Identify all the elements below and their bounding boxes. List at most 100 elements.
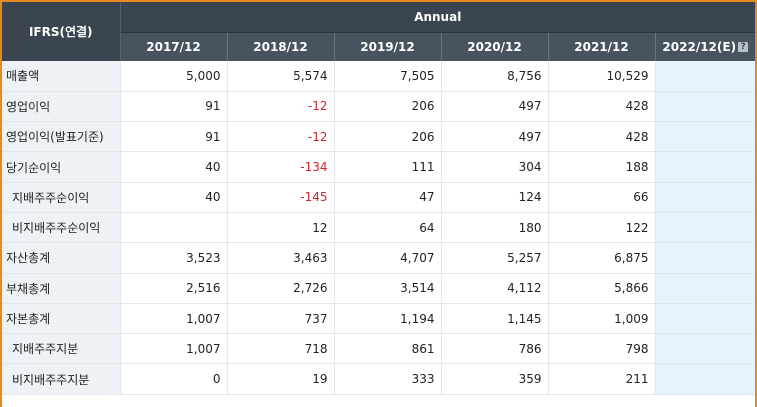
table-row: 비지배주주지분 0 19 333 359 211 (2, 363, 755, 395)
value-cell: 40 (120, 151, 228, 183)
row-label: 비지배주주지분 (2, 363, 121, 395)
table-row: 영업이익 91 -12 206 497 428 (2, 91, 755, 123)
value-cell: 333 (334, 363, 442, 395)
value-cell: 3,463 (227, 242, 335, 274)
value-cell: 359 (441, 363, 549, 395)
value-cell: 8,756 (441, 61, 549, 92)
value-cell: 5,257 (441, 242, 549, 274)
estimate-cell (655, 333, 755, 365)
value-cell: 0 (120, 363, 228, 395)
table-row: 매출액 5,000 5,574 7,505 8,756 10,529 (2, 61, 755, 92)
value-cell: 304 (441, 151, 549, 183)
value-cell: 428 (548, 121, 656, 153)
value-cell: 718 (227, 333, 335, 365)
value-cell (120, 212, 228, 244)
estimate-cell (655, 121, 755, 153)
value-cell: 5,574 (227, 61, 335, 92)
estimate-cell (655, 303, 755, 335)
table-header: IFRS(연결) Annual 2017/12 2018/12 2019/12 … (2, 2, 755, 61)
value-cell: 1,007 (120, 333, 228, 365)
annual-group-header: Annual (120, 2, 755, 33)
value-cell: 122 (548, 212, 656, 244)
value-cell: 798 (548, 333, 656, 365)
year-header: 2021/12 (548, 32, 656, 61)
value-cell: 66 (548, 182, 656, 213)
table-row: 당기순이익 40 -134 111 304 188 (2, 151, 755, 183)
value-cell: 1,007 (120, 303, 228, 335)
value-cell: -145 (227, 182, 335, 213)
estimate-cell (655, 363, 755, 395)
value-cell: 64 (334, 212, 442, 244)
value-cell: 91 (120, 121, 228, 153)
value-cell: -12 (227, 121, 335, 153)
estimate-cell (655, 151, 755, 183)
value-cell: 861 (334, 333, 442, 365)
estimate-cell (655, 182, 755, 213)
value-cell: 1,145 (441, 303, 549, 335)
row-label: 비지배주주순이익 (2, 212, 121, 244)
estimate-cell (655, 212, 755, 244)
row-label: 당기순이익 (2, 151, 121, 183)
value-cell: 786 (441, 333, 549, 365)
value-cell: 1,194 (334, 303, 442, 335)
row-label: 지배주주순이익 (2, 182, 121, 213)
value-cell: 4,707 (334, 242, 442, 274)
value-cell: 3,523 (120, 242, 228, 274)
accounting-standard-header: IFRS(연결) (2, 2, 121, 61)
year-header: 2018/12 (227, 32, 335, 61)
estimate-cell (655, 242, 755, 274)
table-body: 매출액 5,000 5,574 7,505 8,756 10,529 영업이익 91 -12 20… (2, 61, 755, 395)
table-row: 지배주주순이익 40 -145 47 124 66 (2, 182, 755, 213)
row-label: 영업이익 (2, 91, 121, 123)
row-label: 영업이익(발표기준) (2, 121, 121, 153)
value-cell: 1,009 (548, 303, 656, 335)
value-cell: 4,112 (441, 273, 549, 304)
value-cell: 737 (227, 303, 335, 335)
value-cell: 7,505 (334, 61, 442, 92)
table-row: 부채총계 2,516 2,726 3,514 4,112 5,866 (2, 273, 755, 304)
year-header: 2019/12 (334, 32, 442, 61)
value-cell: 206 (334, 91, 442, 123)
row-label: 자본총계 (2, 303, 121, 335)
value-cell: 91 (120, 91, 228, 123)
estimate-cell (655, 91, 755, 123)
value-cell: 206 (334, 121, 442, 153)
table-row: 자본총계 1,007 737 1,194 1,145 1,009 (2, 303, 755, 335)
estimate-year-header: 2022/12(E) ? (655, 32, 755, 61)
row-label: 지배주주지분 (2, 333, 121, 365)
value-cell: 19 (227, 363, 335, 395)
estimate-cell (655, 273, 755, 304)
value-cell: 180 (441, 212, 549, 244)
table-row: 영업이익(발표기준) 91 -12 206 497 428 (2, 121, 755, 153)
value-cell: 5,000 (120, 61, 228, 92)
year-header: 2017/12 (120, 32, 228, 61)
value-cell: 3,514 (334, 273, 442, 304)
value-cell: -12 (227, 91, 335, 123)
estimate-cell (655, 61, 755, 92)
table-row: 자산총계 3,523 3,463 4,707 5,257 6,875 (2, 242, 755, 274)
value-cell: 111 (334, 151, 442, 183)
value-cell: 47 (334, 182, 442, 213)
value-cell: 188 (548, 151, 656, 183)
financial-table: IFRS(연결) Annual 2017/12 2018/12 2019/12 … (2, 2, 755, 395)
row-label: 자산총계 (2, 242, 121, 274)
value-cell: 2,516 (120, 273, 228, 304)
value-cell: 40 (120, 182, 228, 213)
year-header: 2020/12 (441, 32, 549, 61)
row-label: 부채총계 (2, 273, 121, 304)
value-cell: 428 (548, 91, 656, 123)
value-cell: 497 (441, 121, 549, 153)
value-cell: 124 (441, 182, 549, 213)
value-cell: 12 (227, 212, 335, 244)
value-cell: 497 (441, 91, 549, 123)
table-row: 비지배주주순이익 12 64 180 122 (2, 212, 755, 244)
value-cell: 211 (548, 363, 656, 395)
help-question-icon[interactable]: ? (738, 42, 749, 52)
table-row: 지배주주지분 1,007 718 861 786 798 (2, 333, 755, 365)
estimate-year-label: 2022/12(E) (662, 40, 737, 54)
row-label: 매출액 (2, 61, 121, 92)
value-cell: 6,875 (548, 242, 656, 274)
value-cell: 10,529 (548, 61, 656, 92)
value-cell: 5,866 (548, 273, 656, 304)
